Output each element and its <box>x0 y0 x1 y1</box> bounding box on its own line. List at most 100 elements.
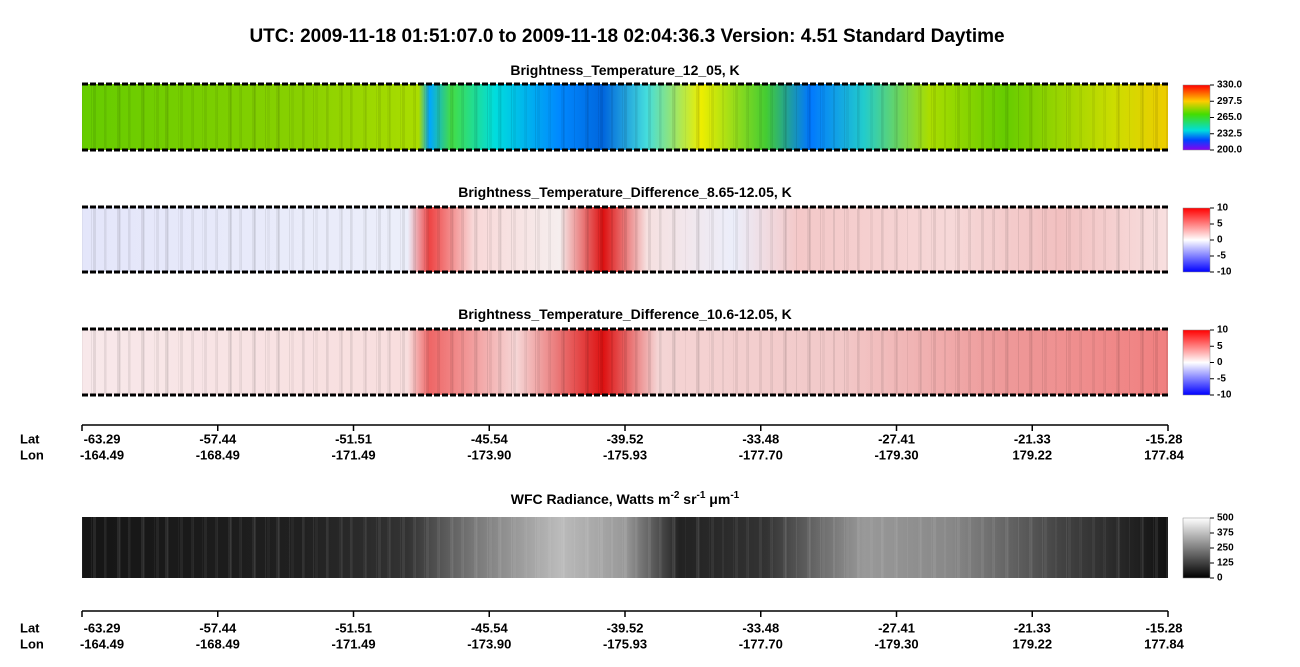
texture <box>537 207 540 272</box>
texture <box>1153 84 1154 150</box>
texture <box>574 517 575 578</box>
panel-title: Brightness_Temperature_Difference_10.6-1… <box>458 306 792 322</box>
texture <box>807 517 810 578</box>
texture <box>624 517 627 578</box>
texture <box>228 84 231 150</box>
texture <box>228 329 231 395</box>
texture <box>254 207 256 272</box>
texture <box>820 329 821 395</box>
texture <box>415 329 416 395</box>
texture <box>970 84 971 150</box>
texture <box>1042 329 1043 395</box>
texture <box>313 84 314 150</box>
title-part: Brightness_Temperature_12_05, K <box>510 62 739 78</box>
texture <box>881 517 883 578</box>
texture <box>796 329 797 395</box>
texture <box>857 84 859 150</box>
title-part: Brightness_Temperature_Difference_10.6-1… <box>458 306 792 322</box>
texture <box>365 517 367 578</box>
texture <box>846 329 849 395</box>
texture <box>1116 329 1119 395</box>
texture <box>674 84 676 150</box>
texture <box>1042 84 1043 150</box>
texture <box>376 517 377 578</box>
texture <box>304 207 305 272</box>
texture <box>165 517 168 578</box>
texture <box>1066 517 1067 578</box>
texture <box>1129 517 1130 578</box>
texture <box>106 517 107 578</box>
texture <box>883 517 884 578</box>
texture <box>511 329 512 395</box>
texture <box>278 329 280 395</box>
texture <box>672 517 675 578</box>
texture <box>661 329 662 395</box>
texture <box>400 207 401 272</box>
texture <box>696 207 699 272</box>
texture <box>500 517 502 578</box>
texture <box>106 207 107 272</box>
texture <box>167 84 169 150</box>
texture <box>896 329 898 395</box>
texture <box>278 207 280 272</box>
texture <box>759 84 762 150</box>
texture <box>91 207 92 272</box>
texture <box>526 517 527 578</box>
texture <box>1081 207 1082 272</box>
image-strip <box>82 207 1168 272</box>
texture <box>624 329 627 395</box>
texture <box>994 84 995 150</box>
texture <box>809 329 811 395</box>
texture <box>350 517 352 578</box>
texture <box>437 84 439 150</box>
title-part: WFC Radiance, Watts m <box>511 491 671 507</box>
texture <box>857 207 859 272</box>
texture <box>685 207 686 272</box>
panel-title: Brightness_Temperature_Difference_8.65-1… <box>458 184 792 200</box>
texture <box>1042 207 1043 272</box>
texture <box>82 84 83 150</box>
texture <box>870 329 873 395</box>
texture <box>106 329 107 395</box>
texture <box>291 207 294 272</box>
texture <box>304 517 305 578</box>
texture <box>955 207 956 272</box>
texture <box>452 207 454 272</box>
texture <box>254 84 256 150</box>
lat-tick-label: -27.41 <box>878 620 915 635</box>
texture <box>1092 329 1095 395</box>
texture <box>846 84 849 150</box>
lat-tick-label: -27.41 <box>878 431 915 446</box>
texture <box>1007 84 1009 150</box>
texture <box>759 517 762 578</box>
texture <box>659 517 661 578</box>
texture <box>1018 84 1019 150</box>
texture <box>822 207 825 272</box>
colorbar <box>1182 517 1211 579</box>
texture <box>461 329 463 395</box>
texture <box>489 84 492 150</box>
texture <box>437 329 439 395</box>
texture <box>907 84 908 150</box>
texture <box>548 517 550 578</box>
texture <box>278 84 280 150</box>
texture <box>585 329 588 395</box>
texture <box>809 517 811 578</box>
texture <box>809 84 811 150</box>
texture <box>585 84 588 150</box>
image-strip <box>82 517 1168 578</box>
texture <box>1005 517 1008 578</box>
texture <box>204 329 207 395</box>
texture <box>106 84 107 150</box>
texture <box>548 329 550 395</box>
texture <box>439 207 440 272</box>
texture <box>894 329 897 395</box>
texture <box>117 207 120 272</box>
texture <box>291 84 294 150</box>
lat-tick-label: -45.54 <box>471 620 509 635</box>
texture <box>1142 517 1144 578</box>
texture <box>1029 84 1032 150</box>
texture <box>165 207 168 272</box>
texture <box>1142 84 1144 150</box>
texture <box>920 517 922 578</box>
